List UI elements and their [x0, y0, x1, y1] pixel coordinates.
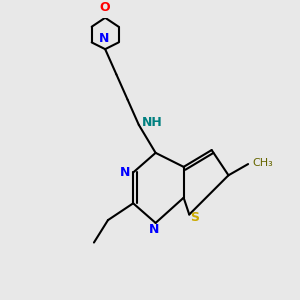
Text: CH₃: CH₃ [252, 158, 273, 168]
Text: S: S [190, 211, 199, 224]
Text: N: N [149, 224, 159, 236]
Text: N: N [120, 166, 130, 179]
Text: O: O [100, 1, 110, 13]
Text: N: N [99, 32, 109, 45]
Text: NH: NH [142, 116, 162, 128]
